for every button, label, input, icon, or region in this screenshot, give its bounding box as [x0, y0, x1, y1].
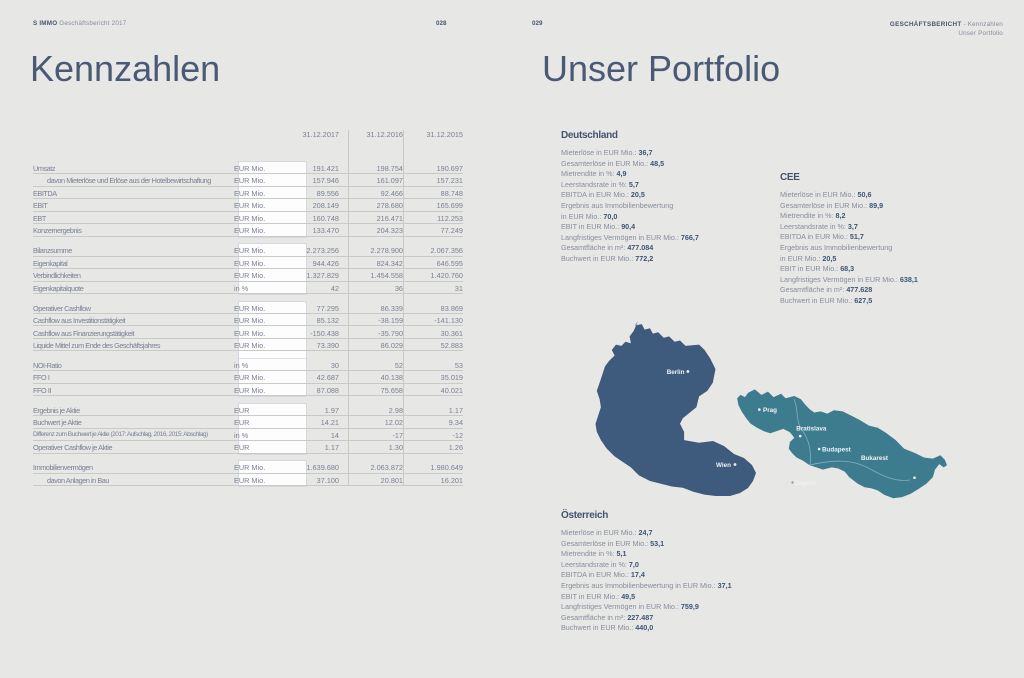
svg-text:Berlin: Berlin [667, 369, 685, 376]
svg-text:Bukarest: Bukarest [861, 455, 889, 462]
svg-text:Wien: Wien [716, 462, 731, 469]
svg-text:Zagreb: Zagreb [795, 480, 816, 487]
svg-text:Bratislava: Bratislava [796, 425, 827, 432]
svg-text:Prag: Prag [763, 407, 777, 414]
svg-text:Budapest: Budapest [822, 447, 852, 454]
